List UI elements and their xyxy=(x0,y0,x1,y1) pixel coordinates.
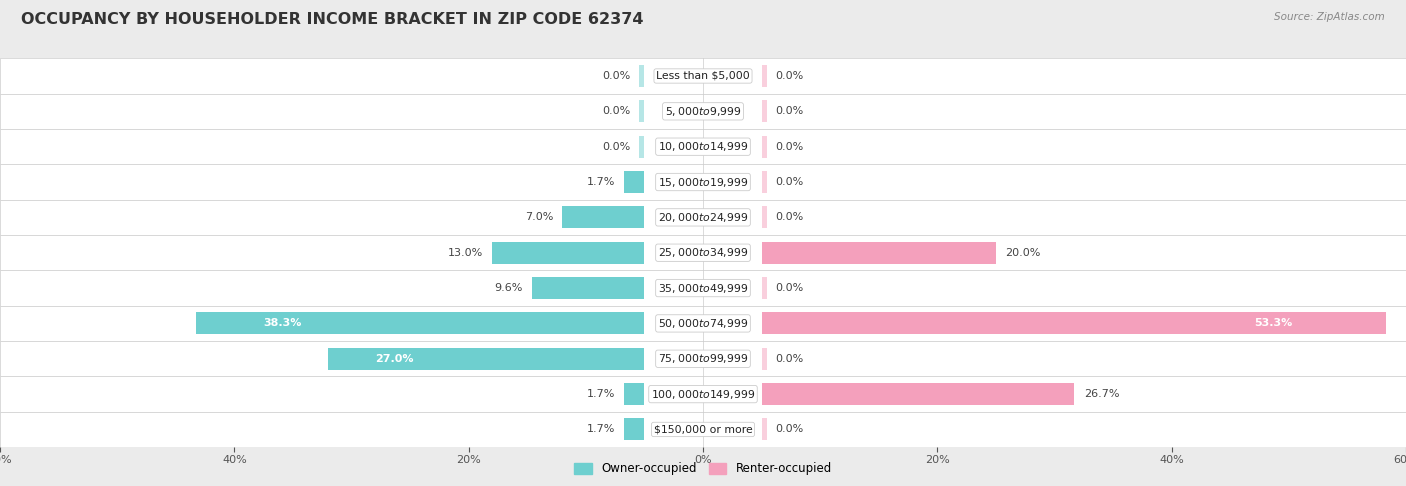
Bar xyxy=(0,200,1406,235)
Text: 38.3%: 38.3% xyxy=(263,318,301,329)
Text: $20,000 to $24,999: $20,000 to $24,999 xyxy=(658,211,748,224)
Text: 27.0%: 27.0% xyxy=(375,354,413,364)
Bar xyxy=(328,348,644,370)
Bar xyxy=(638,65,644,87)
Bar xyxy=(762,101,768,122)
Bar xyxy=(762,418,768,440)
Bar xyxy=(0,235,1406,270)
Text: 0.0%: 0.0% xyxy=(776,106,804,116)
Text: 0.0%: 0.0% xyxy=(776,142,804,152)
Text: $25,000 to $34,999: $25,000 to $34,999 xyxy=(658,246,748,259)
Text: 1.7%: 1.7% xyxy=(586,177,616,187)
Bar xyxy=(762,207,768,228)
Bar xyxy=(0,164,1406,200)
Text: 7.0%: 7.0% xyxy=(524,212,553,223)
Bar xyxy=(638,136,644,157)
Text: 0.0%: 0.0% xyxy=(776,354,804,364)
Legend: Owner-occupied, Renter-occupied: Owner-occupied, Renter-occupied xyxy=(569,458,837,480)
Text: 0.0%: 0.0% xyxy=(776,283,804,293)
Text: $15,000 to $19,999: $15,000 to $19,999 xyxy=(658,175,748,189)
Bar xyxy=(0,377,1406,412)
Bar xyxy=(762,348,768,370)
Bar xyxy=(562,207,644,228)
Bar xyxy=(492,242,644,264)
Text: 26.7%: 26.7% xyxy=(1084,389,1119,399)
Text: 13.0%: 13.0% xyxy=(447,248,482,258)
Text: 0.0%: 0.0% xyxy=(776,424,804,434)
Text: 53.3%: 53.3% xyxy=(1254,318,1292,329)
Text: $75,000 to $99,999: $75,000 to $99,999 xyxy=(658,352,748,365)
Bar xyxy=(0,306,1406,341)
Text: 0.0%: 0.0% xyxy=(776,177,804,187)
Bar xyxy=(762,383,1074,405)
Text: 0.0%: 0.0% xyxy=(776,212,804,223)
Bar xyxy=(762,65,768,87)
Text: Source: ZipAtlas.com: Source: ZipAtlas.com xyxy=(1274,12,1385,22)
Text: $5,000 to $9,999: $5,000 to $9,999 xyxy=(665,105,741,118)
Bar xyxy=(0,270,1406,306)
Bar xyxy=(762,171,768,193)
Bar xyxy=(624,171,644,193)
Text: $10,000 to $14,999: $10,000 to $14,999 xyxy=(658,140,748,153)
Text: OCCUPANCY BY HOUSEHOLDER INCOME BRACKET IN ZIP CODE 62374: OCCUPANCY BY HOUSEHOLDER INCOME BRACKET … xyxy=(21,12,644,27)
Text: 0.0%: 0.0% xyxy=(776,71,804,81)
Text: $150,000 or more: $150,000 or more xyxy=(654,424,752,434)
Text: 0.0%: 0.0% xyxy=(602,106,630,116)
Bar xyxy=(762,136,768,157)
Bar xyxy=(0,94,1406,129)
Text: $35,000 to $49,999: $35,000 to $49,999 xyxy=(658,281,748,295)
Bar xyxy=(638,101,644,122)
Bar xyxy=(195,312,644,334)
Bar xyxy=(0,58,1406,94)
Text: 9.6%: 9.6% xyxy=(494,283,523,293)
Bar xyxy=(762,242,995,264)
Bar xyxy=(0,129,1406,164)
Text: 20.0%: 20.0% xyxy=(1005,248,1040,258)
Bar xyxy=(0,412,1406,447)
Bar xyxy=(624,383,644,405)
Text: 0.0%: 0.0% xyxy=(602,71,630,81)
Text: Less than $5,000: Less than $5,000 xyxy=(657,71,749,81)
Bar xyxy=(0,341,1406,377)
Text: 1.7%: 1.7% xyxy=(586,424,616,434)
Bar xyxy=(624,418,644,440)
Text: $50,000 to $74,999: $50,000 to $74,999 xyxy=(658,317,748,330)
Bar xyxy=(762,277,768,299)
Text: $100,000 to $149,999: $100,000 to $149,999 xyxy=(651,388,755,400)
Text: 0.0%: 0.0% xyxy=(602,142,630,152)
Text: 1.7%: 1.7% xyxy=(586,389,616,399)
Bar xyxy=(531,277,644,299)
Bar xyxy=(762,312,1386,334)
